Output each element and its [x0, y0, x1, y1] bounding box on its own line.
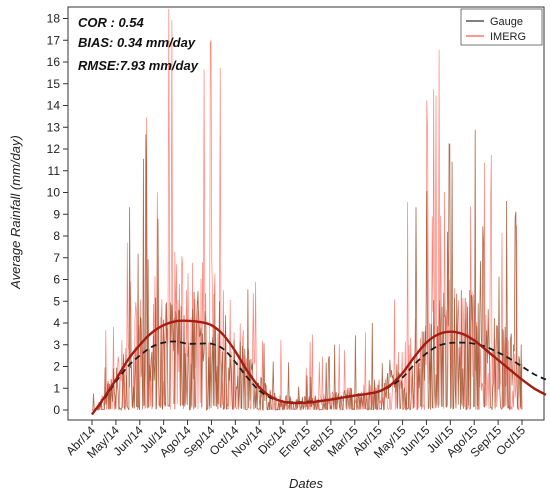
- stat-cor: COR : 0.54: [78, 15, 145, 30]
- y-tick-label-10: 10: [47, 186, 61, 200]
- y-tick-label-7: 7: [53, 251, 60, 265]
- y-axis-title: Average Rainfall (mm/day): [8, 135, 23, 290]
- y-tick-label-12: 12: [47, 142, 61, 156]
- smoothed-series-group: [91, 319, 547, 416]
- legend: Gauge IMERG: [460, 8, 543, 46]
- x-axis: Abr/14May/14Jun/14Jul/14Ago/14Sep/14Oct/…: [63, 420, 528, 461]
- stat-bias: BIAS: 0.34 mm/day: [78, 35, 196, 50]
- y-tick-label-2: 2: [53, 360, 60, 374]
- legend-box: [460, 8, 543, 46]
- stat-rmse: RMSE:7.93 mm/day: [78, 58, 199, 73]
- y-tick-label-14: 14: [47, 99, 61, 113]
- y-tick-label-15: 15: [47, 77, 61, 91]
- legend-label-gauge: Gauge: [490, 16, 523, 28]
- y-tick-label-5: 5: [53, 294, 60, 308]
- y-tick-label-6: 6: [53, 273, 60, 287]
- y-tick-label-3: 3: [53, 338, 60, 352]
- y-tick-label-13: 13: [47, 120, 61, 134]
- legend-label-imerg: IMERG: [490, 31, 526, 43]
- y-tick-label-1: 1: [53, 381, 60, 395]
- y-tick-label-9: 9: [53, 207, 60, 221]
- y-tick-label-11: 11: [48, 164, 61, 178]
- y-tick-label-0: 0: [53, 403, 60, 417]
- raw-series-group: [92, 8, 523, 412]
- x-axis-title: Dates: [289, 476, 323, 491]
- y-tick-label-17: 17: [47, 33, 61, 47]
- y-tick-label-16: 16: [47, 55, 61, 69]
- raw-series-gauge: [92, 129, 523, 412]
- y-tick-label-8: 8: [53, 229, 60, 243]
- y-tick-label-18: 18: [47, 12, 61, 26]
- smooth-curve-imerg: [91, 319, 547, 416]
- y-tick-label-4: 4: [53, 316, 60, 330]
